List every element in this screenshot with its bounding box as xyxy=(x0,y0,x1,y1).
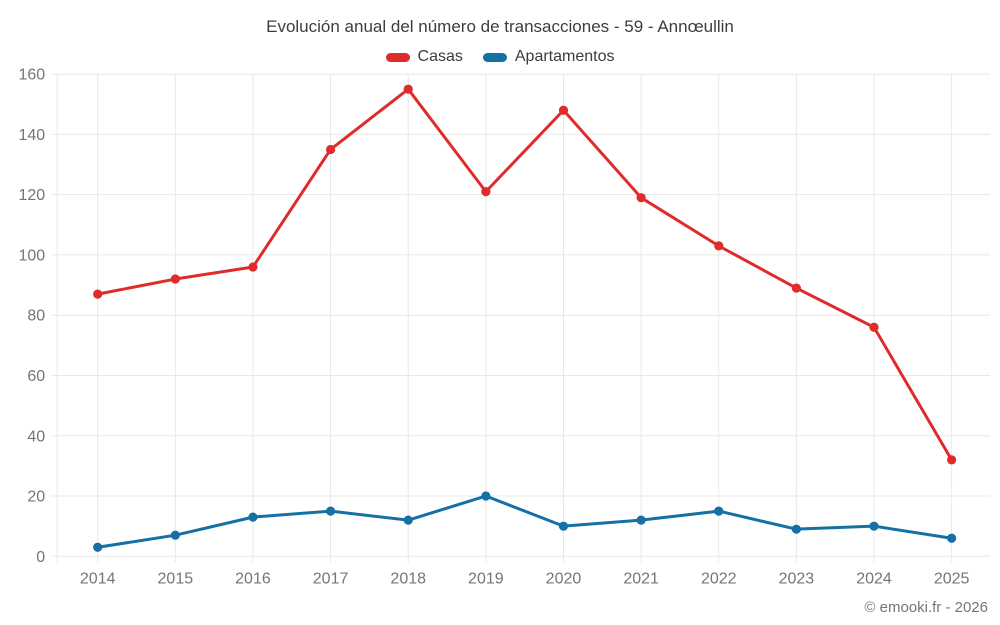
y-axis-tick-label: 120 xyxy=(18,187,45,204)
chart-footer: © emooki.fr - 2026 xyxy=(864,599,988,616)
data-point-apartamentos-2017[interactable] xyxy=(325,506,336,516)
data-point-apartamentos-2025[interactable] xyxy=(947,533,957,543)
x-axis-tick-label: 2017 xyxy=(313,571,349,588)
data-point-casas-2022[interactable] xyxy=(714,241,724,251)
series-line-casas xyxy=(96,87,954,462)
data-point-apartamentos-2022[interactable] xyxy=(714,506,724,516)
data-point-casas-2018[interactable] xyxy=(403,84,413,94)
y-axis-tick-label: 160 xyxy=(18,67,45,84)
y-axis-tick-label: 80 xyxy=(27,308,45,325)
data-point-casas-2024[interactable] xyxy=(869,322,879,332)
data-point-apartamentos-2019[interactable] xyxy=(481,491,491,501)
data-point-apartamentos-2023[interactable] xyxy=(791,524,801,534)
data-point-apartamentos-2014[interactable] xyxy=(93,542,103,552)
x-axis-tick-label: 2020 xyxy=(546,571,582,588)
casas-swatch-icon xyxy=(385,52,410,62)
x-axis-tick-label: 2019 xyxy=(468,571,504,588)
chart-title: Evolución anual del número de transaccio… xyxy=(266,17,734,36)
data-point-apartamentos-2016[interactable] xyxy=(248,512,258,522)
data-point-apartamentos-2020[interactable] xyxy=(558,521,569,531)
data-point-casas-2023[interactable] xyxy=(791,283,801,293)
data-point-casas-2017[interactable] xyxy=(325,144,336,155)
y-axis-tick-label: 100 xyxy=(18,247,45,264)
x-axis-tick-label: 2018 xyxy=(390,571,426,588)
x-axis-tick-label: 2023 xyxy=(779,571,815,588)
x-axis-tick-label: 2025 xyxy=(934,571,970,588)
series-line-apartamentos xyxy=(96,494,954,549)
y-axis-tick-label: 20 xyxy=(27,489,45,506)
y-axis-tick-label: 0 xyxy=(36,549,45,566)
data-point-casas-2025[interactable] xyxy=(947,455,957,465)
y-axis-tick-label: 140 xyxy=(18,127,45,144)
x-axis-tick-label: 2024 xyxy=(856,571,892,588)
chart-legend: Casas Apartamentos xyxy=(0,48,1000,66)
legend-item-apartamentos[interactable]: Apartamentos xyxy=(482,48,615,66)
legend-label-casas: Casas xyxy=(417,48,463,65)
x-axis-tick-label: 2021 xyxy=(623,571,659,588)
data-point-apartamentos-2021[interactable] xyxy=(636,515,646,525)
data-point-apartamentos-2018[interactable] xyxy=(403,515,413,525)
data-point-casas-2016[interactable] xyxy=(248,262,258,272)
data-point-casas-2021[interactable] xyxy=(636,193,646,203)
x-axis-tick-label: 2014 xyxy=(80,571,116,588)
data-point-apartamentos-2015[interactable] xyxy=(170,530,180,540)
data-point-apartamentos-2024[interactable] xyxy=(869,521,879,531)
data-point-casas-2015[interactable] xyxy=(170,274,180,284)
data-point-casas-2019[interactable] xyxy=(481,187,491,197)
data-point-casas-2014[interactable] xyxy=(93,289,103,299)
legend-label-apartamentos: Apartamentos xyxy=(514,48,615,65)
apartamentos-swatch-icon xyxy=(482,52,507,62)
x-axis-tick-label: 2022 xyxy=(701,571,737,588)
y-axis-tick-label: 60 xyxy=(27,368,45,385)
x-axis-tick-label: 2016 xyxy=(235,571,271,588)
y-axis-tick-label: 40 xyxy=(27,428,45,445)
data-point-casas-2020[interactable] xyxy=(558,105,569,115)
x-axis-tick-label: 2015 xyxy=(158,571,194,588)
legend-item-casas[interactable]: Casas xyxy=(385,48,463,66)
